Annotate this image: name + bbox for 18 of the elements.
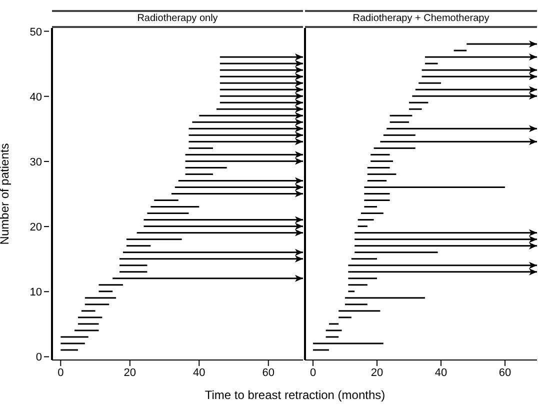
x-tick-label: 0 (310, 366, 316, 379)
x-tick-label: 40 (434, 366, 448, 379)
x-tick-label: 20 (124, 366, 136, 379)
y-tick-label: 0 (36, 352, 42, 364)
chart-title: Radiotherapy + Chemotherapy (305, 10, 537, 28)
x-tick-label: 20 (370, 366, 384, 379)
x-tick-label: 40 (193, 366, 206, 379)
y-tick-label: 30 (30, 156, 42, 168)
y-tick-label: 10 (30, 286, 42, 299)
x-axis-title: Time to breast retraction (months) (204, 388, 386, 402)
x-tick-label: 60 (262, 366, 275, 379)
chart-title: Radiotherapy only (52, 10, 303, 28)
x-tick-label: 0 (58, 366, 64, 379)
x-tick-label: 60 (498, 366, 512, 379)
y-tick-label: 50 (30, 26, 42, 38)
y-tick-label: 20 (30, 222, 42, 234)
y-tick-label: 40 (30, 91, 42, 104)
y-axis-title: Number of patients (0, 143, 12, 245)
